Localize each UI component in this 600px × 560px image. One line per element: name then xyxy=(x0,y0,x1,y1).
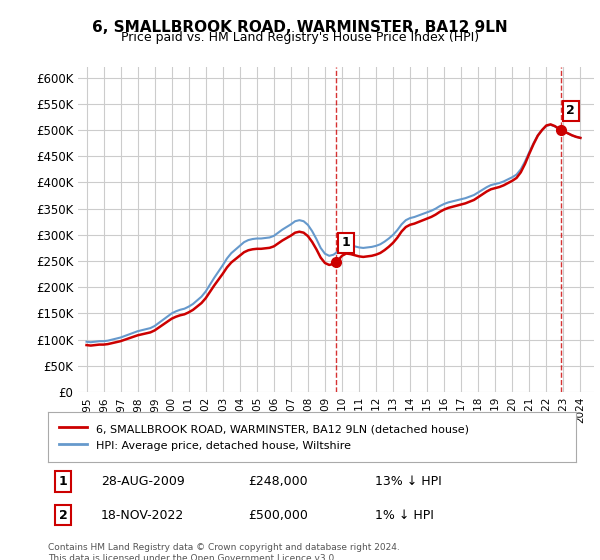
Text: 1% ↓ HPI: 1% ↓ HPI xyxy=(376,508,434,522)
Text: 2: 2 xyxy=(566,104,575,118)
Text: Price paid vs. HM Land Registry's House Price Index (HPI): Price paid vs. HM Land Registry's House … xyxy=(121,31,479,44)
Text: 2: 2 xyxy=(59,508,67,522)
Text: £248,000: £248,000 xyxy=(248,475,308,488)
Text: 28-AUG-2009: 28-AUG-2009 xyxy=(101,475,185,488)
Text: 6, SMALLBROOK ROAD, WARMINSTER, BA12 9LN: 6, SMALLBROOK ROAD, WARMINSTER, BA12 9LN xyxy=(92,20,508,35)
Text: Contains HM Land Registry data © Crown copyright and database right 2024.
This d: Contains HM Land Registry data © Crown c… xyxy=(48,543,400,560)
Text: 1: 1 xyxy=(59,475,67,488)
Text: £500,000: £500,000 xyxy=(248,508,308,522)
Text: 13% ↓ HPI: 13% ↓ HPI xyxy=(376,475,442,488)
Legend: 6, SMALLBROOK ROAD, WARMINSTER, BA12 9LN (detached house), HPI: Average price, d: 6, SMALLBROOK ROAD, WARMINSTER, BA12 9LN… xyxy=(53,417,475,456)
Text: 1: 1 xyxy=(341,236,350,249)
Text: 18-NOV-2022: 18-NOV-2022 xyxy=(101,508,184,522)
